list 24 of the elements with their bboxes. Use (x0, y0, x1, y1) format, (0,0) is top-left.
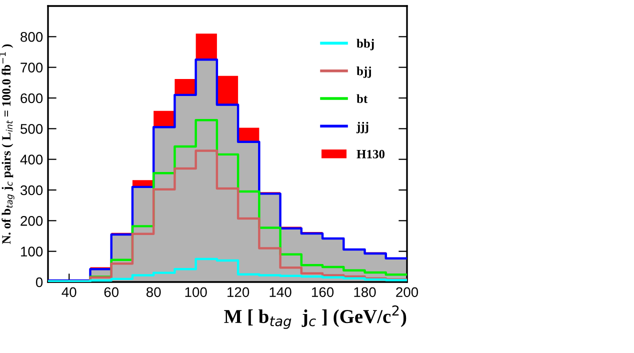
y-tick-label: 300 (20, 185, 43, 196)
legend-label: bbj (356, 38, 374, 50)
x-tick-label: 60 (104, 287, 119, 298)
legend-label: H130 (356, 150, 385, 158)
legend-label: jjj (356, 122, 368, 134)
legend-label: bt (356, 94, 368, 104)
x-tick-label: 120 (228, 287, 250, 298)
x-tick-label: 200 (396, 287, 418, 298)
x-tick-label: 80 (146, 287, 161, 298)
x-tick-label: 140 (270, 287, 292, 298)
y-tick-label: 800 (20, 32, 43, 42)
x-axis-title: M [ b$_{tag}$ j$_{c}$ ] (GeV/c$^{2}$) (224, 305, 406, 329)
y-tick-label: 100 (21, 246, 43, 257)
y-tick-label: 0 (36, 277, 43, 288)
x-tick-label: 180 (354, 287, 376, 298)
y-tick-label: 500 (20, 124, 43, 134)
y-tick-label: 600 (20, 93, 43, 104)
y-tick-label: 700 (20, 62, 43, 73)
x-tick-label: 160 (312, 287, 334, 298)
legend-label: bjj (356, 66, 371, 78)
x-tick-label: 40 (62, 287, 76, 298)
y-tick-label: 200 (20, 216, 43, 226)
y-tick-label: 400 (20, 154, 43, 165)
x-tick-label: 100 (185, 287, 207, 298)
